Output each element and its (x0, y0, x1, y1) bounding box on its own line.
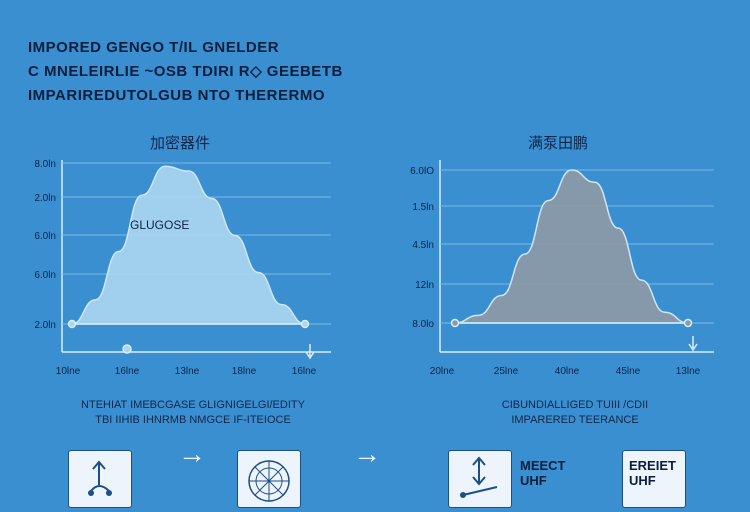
card3-line-1: MEECT (520, 458, 566, 473)
y-tick-label: 8.0lo (412, 319, 434, 330)
process-card-1 (68, 450, 132, 508)
baseline-end-dot (300, 319, 310, 329)
process-card-4: EREIET UHF (622, 450, 686, 508)
left-chart-caption: NTEHIAT IMEBCGASE GLIGNIGELGI/EDITY TBI … (58, 398, 328, 428)
x-tick-label: 16lne (292, 366, 317, 377)
x-tick-label: 10lne (56, 366, 81, 377)
x-tick-label: 45lne (616, 366, 641, 377)
x-tick-label: 13lne (175, 366, 200, 377)
right-caption-line-1: CIBUNDIALLIGED TUIII /CDII (501, 399, 649, 411)
process-card-3-text: MEECT UHF (520, 458, 566, 488)
right-caption-line-2: IMPARERED TEERANCE (511, 414, 639, 426)
right-chart: 6.0lO 1.5ln 4.5ln 12ln 8.0lo 20lne 25lne 40lne 4… (410, 160, 714, 377)
baseline-end-dot (683, 318, 693, 328)
y-tick-label: 2.0ln (34, 193, 56, 204)
card4-line-2: UHF (629, 473, 656, 488)
right-arrow-icon: → (178, 438, 206, 469)
chart-annotation: GLUGOSE (130, 218, 189, 232)
right-chart-caption: CIBUNDIALLIGED TUIII /CDII IMPARERED TEE… (440, 398, 710, 428)
x-tick-label: 40lne (555, 366, 580, 377)
cell-icon (248, 460, 290, 502)
y-tick-label: 8.0ln (34, 159, 56, 170)
end-arrow-head-icon (305, 351, 315, 360)
y-tick-label: 4.5ln (412, 240, 434, 251)
baseline-start-dot (67, 319, 77, 329)
vertical-arrows-icon (460, 456, 498, 498)
area-series (71, 165, 306, 325)
end-arrow-head-icon (688, 343, 698, 352)
header-title: IMPORED GENGO T/IL GNELDER C MNELEIRLIE … (28, 36, 343, 108)
x-tick-label: 25lne (494, 366, 519, 377)
process-card-4-text: EREIET UHF (629, 458, 676, 488)
y-tick-label: 6.0ln (34, 270, 56, 281)
title-line-3: IMPARIREDUTOLGUB NTO THERERMO (28, 87, 326, 104)
y-tick-label: 1.5ln (412, 202, 434, 213)
left-caption-line-2: TBI IIHIB IHNRMB NMGCE IF-ITEIOCE (95, 414, 291, 426)
axis-marker-dot (122, 344, 132, 354)
area-series (454, 169, 689, 324)
card4-line-1: EREIET (629, 458, 676, 473)
baseline-start-dot (450, 318, 460, 328)
left-caption-line-1: NTEHIAT IMEBCGASE GLIGNIGELGI/EDITY (81, 399, 305, 411)
x-tick-label: 20lne (430, 366, 455, 377)
y-tick-label: 2.0ln (34, 320, 56, 331)
process-card-2 (237, 450, 301, 508)
process-card-3 (448, 450, 512, 508)
title-line-1: IMPORED GENGO T/IL GNELDER (28, 39, 280, 56)
x-tick-label: 13lne (676, 366, 701, 377)
title-line-2: C MNELEIRLIE ~OSB TDIRI R◇ GEEBETB (28, 63, 343, 80)
y-tick-label: 6.0lO (410, 166, 434, 177)
right-arrow-icon: → (353, 438, 381, 469)
x-tick-label: 18lne (232, 366, 257, 377)
left-chart: 8.0ln 2.0ln 6.0ln 6.0ln 2.0ln 10lne 16lne 13lne… (34, 159, 331, 377)
right-chart-title: 满泵田鹏 (528, 135, 589, 152)
y-tick-label: 12ln (415, 280, 434, 291)
y-tick-label: 6.0ln (34, 231, 56, 242)
swap-arrows-icon (88, 460, 112, 496)
card3-line-2: UHF (520, 473, 547, 488)
charts-canvas: 8.0ln 2.0ln 6.0ln 6.0ln 2.0ln 10lne 16lne 13lne… (34, 159, 714, 377)
x-tick-label: 16lne (115, 366, 140, 377)
left-chart-title: 加密器件 (150, 135, 211, 152)
